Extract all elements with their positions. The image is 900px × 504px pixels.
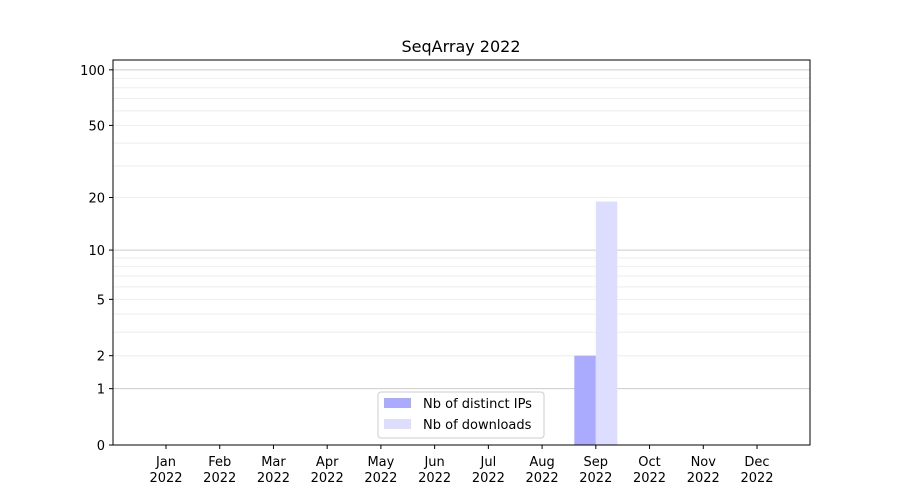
y-tick-label: 5 bbox=[97, 293, 105, 308]
x-tick-label: 2022 bbox=[364, 471, 397, 486]
x-tick-label: Sep bbox=[584, 455, 609, 470]
x-tick-label: 2022 bbox=[472, 471, 505, 486]
y-tick-label: 100 bbox=[80, 64, 105, 79]
x-tick-label: Aug bbox=[529, 455, 554, 470]
x-tick-label: Dec bbox=[744, 455, 769, 470]
x-tick-label: 2022 bbox=[311, 471, 344, 486]
x-tick-label: 2022 bbox=[740, 471, 773, 486]
x-tick-label: 2022 bbox=[526, 471, 559, 486]
legend-label: Nb of distinct IPs bbox=[423, 397, 532, 412]
y-tick-label: 0 bbox=[97, 439, 105, 454]
x-tick-label: 2022 bbox=[203, 471, 236, 486]
y-axis: 0 1 2 5 10 20 50 100 bbox=[80, 64, 113, 454]
bars bbox=[574, 201, 618, 445]
y-tick-label: 10 bbox=[88, 244, 105, 259]
legend-label: Nb of downloads bbox=[423, 418, 532, 433]
legend-swatch bbox=[384, 398, 411, 408]
grid bbox=[113, 69, 810, 390]
x-tick-label: 2022 bbox=[579, 471, 612, 486]
bar-downloads bbox=[595, 201, 618, 445]
x-tick-label: 2022 bbox=[149, 471, 182, 486]
x-tick-label: 2022 bbox=[633, 471, 666, 486]
y-tick-label: 1 bbox=[97, 383, 105, 398]
x-tick-label: 2022 bbox=[687, 471, 720, 486]
y-tick-label: 50 bbox=[88, 119, 105, 134]
plot-frame bbox=[112, 59, 811, 446]
x-tick-label: Jun bbox=[423, 455, 444, 470]
x-tick-label: Mar bbox=[261, 455, 286, 470]
x-tick-label: Nov bbox=[691, 455, 717, 470]
x-tick-label: May bbox=[367, 455, 394, 470]
x-tick-label: Apr bbox=[316, 455, 339, 470]
chart-title: SeqArray 2022 bbox=[401, 37, 520, 56]
x-tick-label: Jul bbox=[480, 455, 497, 470]
x-tick-label: Oct bbox=[638, 455, 660, 470]
x-tick-label: 2022 bbox=[257, 471, 290, 486]
y-tick-label: 2 bbox=[97, 350, 105, 365]
x-tick-label: 2022 bbox=[418, 471, 451, 486]
legend: Nb of distinct IPs Nb of downloads bbox=[377, 391, 545, 439]
x-axis: Jan2022Feb2022Mar2022Apr2022May2022Jun20… bbox=[149, 445, 774, 486]
legend-box bbox=[377, 391, 545, 439]
x-tick-label: Feb bbox=[208, 455, 231, 470]
y-tick-label: 20 bbox=[88, 192, 105, 207]
legend-swatch bbox=[384, 419, 411, 429]
bar-distinct-ips bbox=[574, 355, 596, 445]
x-tick-label: Jan bbox=[155, 455, 176, 470]
